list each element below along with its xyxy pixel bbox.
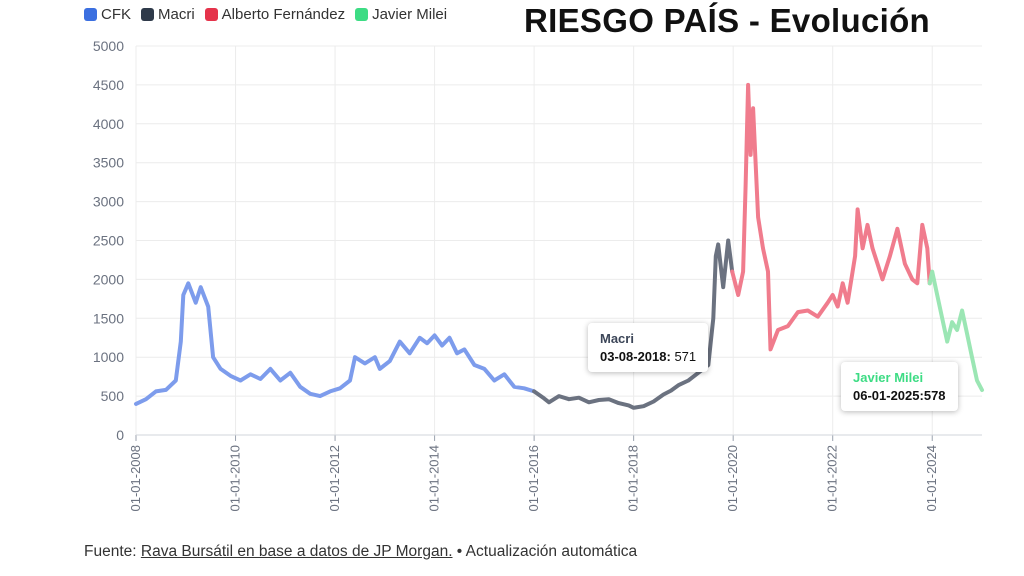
y-tick-label: 500 xyxy=(101,388,125,404)
series-line-macri xyxy=(532,238,735,410)
x-tick-label: 01-01-2018 xyxy=(626,445,641,512)
y-tick-label: 1500 xyxy=(93,310,124,326)
tooltip-macri-value: 571 xyxy=(674,349,697,364)
legend-label-alberto-fernandez: Alberto Fernández xyxy=(221,6,346,23)
legend-item-macri[interactable]: Macri xyxy=(141,6,195,23)
chart-title: RIESGO PAÍS - Evolución xyxy=(524,2,931,39)
y-tick-label: 3500 xyxy=(93,155,124,171)
source-footer: Fuente: Rava Bursátil en base a datos de… xyxy=(84,543,637,561)
y-tick-label: 5000 xyxy=(93,38,124,54)
x-tick-label: 01-01-2024 xyxy=(924,445,939,512)
legend-swatch-cfk xyxy=(84,8,97,21)
x-tick-label: 01-01-2010 xyxy=(228,445,243,512)
x-tick-label: 01-01-2022 xyxy=(825,445,840,512)
x-tick-label: 01-01-2012 xyxy=(327,445,342,512)
tooltip-milei: Javier Milei 06-01-2025:578 xyxy=(841,362,958,411)
tooltip-milei-title: Javier Milei xyxy=(853,370,924,385)
y-tick-label: 4000 xyxy=(93,116,124,132)
y-tick-label: 2500 xyxy=(93,233,124,249)
footer-suffix: • Actualización automática xyxy=(452,543,638,560)
series-line-cfk xyxy=(134,281,537,406)
series-line-alberto-fern-ndez xyxy=(730,82,932,352)
x-tick-label: 01-01-2020 xyxy=(725,445,740,512)
legend-swatch-javier-milei xyxy=(355,8,369,21)
y-tick-label: 2000 xyxy=(93,271,124,287)
x-tick-label: 01-01-2016 xyxy=(526,445,541,512)
legend-swatch-macri xyxy=(141,8,154,21)
chart-legend: CFK Macri Alberto Fernández Javier Milei xyxy=(84,6,447,23)
footer-prefix: Fuente: xyxy=(84,543,141,560)
legend-item-alberto-fernandez[interactable]: Alberto Fernández xyxy=(204,6,346,23)
tooltip-macri: Macri 03-08-2018: 571 xyxy=(588,323,709,372)
y-tick-label: 3000 xyxy=(93,194,124,210)
y-tick-label: 0 xyxy=(116,427,124,443)
legend-label-macri: Macri xyxy=(158,6,195,23)
legend-item-javier-milei[interactable]: Javier Milei xyxy=(355,6,447,23)
tooltip-macri-date: 03-08-2018 xyxy=(600,349,667,364)
legend-label-cfk: CFK xyxy=(101,6,131,23)
x-tick-label: 01-01-2008 xyxy=(128,445,143,512)
legend-swatch-alberto-fernandez xyxy=(204,8,218,21)
x-tick-label: 01-01-2014 xyxy=(427,445,442,512)
tooltip-milei-date: 06-01-2025 xyxy=(853,388,920,403)
series-line-javier-milei xyxy=(927,269,984,392)
tooltip-macri-title: Macri xyxy=(600,331,634,346)
legend-item-cfk[interactable]: CFK xyxy=(84,6,131,23)
footer-source-link[interactable]: Rava Bursátil en base a datos de JP Morg… xyxy=(140,543,453,560)
legend-label-javier-milei: Javier Milei xyxy=(372,6,448,23)
y-tick-label: 1000 xyxy=(93,349,124,365)
tooltip-milei-value: 578 xyxy=(923,388,946,403)
y-tick-label: 4500 xyxy=(93,77,124,93)
